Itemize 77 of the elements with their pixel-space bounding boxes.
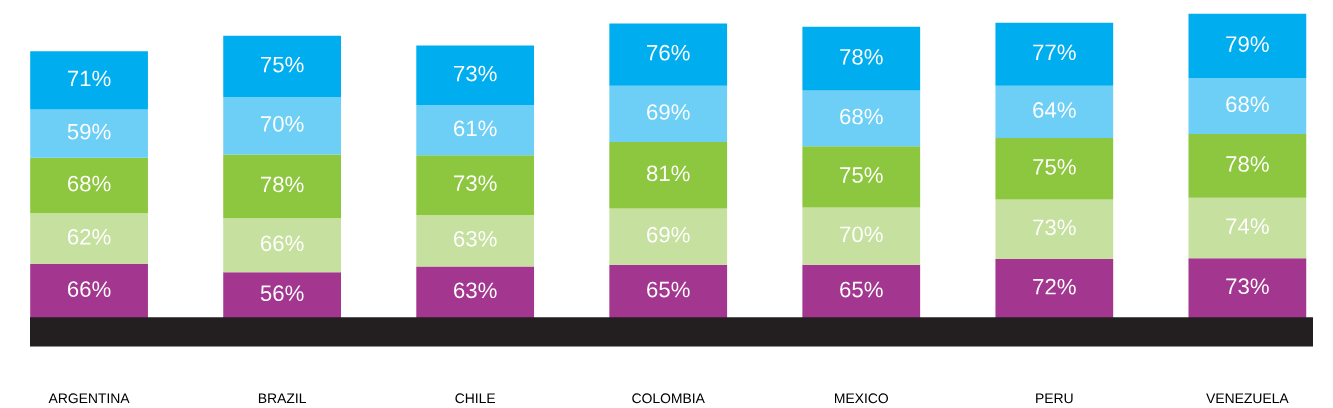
data-label: 68% bbox=[840, 108, 883, 125]
bar bbox=[30, 213, 148, 265]
bar bbox=[609, 23, 728, 86]
data-label: 76% bbox=[647, 44, 690, 61]
bar bbox=[223, 154, 341, 219]
data-label: 68% bbox=[1226, 96, 1269, 113]
data-label: 64% bbox=[1033, 102, 1076, 118]
data-label: 73% bbox=[454, 65, 497, 82]
data-label: 74% bbox=[1226, 218, 1269, 234]
data-label: 65% bbox=[840, 281, 883, 298]
data-label: 69% bbox=[647, 226, 690, 243]
bar bbox=[223, 35, 341, 98]
data-label: 78% bbox=[261, 176, 304, 193]
data-label: 79% bbox=[1226, 36, 1269, 52]
bar bbox=[416, 45, 535, 106]
data-label: 71% bbox=[67, 70, 111, 87]
data-label: 73% bbox=[1033, 219, 1076, 236]
bar bbox=[1188, 258, 1307, 318]
bar bbox=[995, 22, 1114, 86]
x-tick-label: ARGENTINA bbox=[48, 393, 130, 404]
bar bbox=[802, 90, 921, 147]
data-label: 75% bbox=[261, 56, 304, 73]
x-tick-label: PERU bbox=[1036, 393, 1073, 404]
data-label: 70% bbox=[840, 226, 883, 243]
x-tick-label: CHILE bbox=[455, 393, 496, 404]
bar bbox=[609, 85, 728, 143]
bar bbox=[1188, 13, 1307, 79]
data-label: 61% bbox=[454, 120, 497, 137]
bar bbox=[223, 272, 341, 318]
bar bbox=[223, 97, 341, 155]
data-label: 63% bbox=[454, 230, 497, 247]
data-label: 78% bbox=[1226, 156, 1269, 172]
bar bbox=[1188, 78, 1307, 134]
bar bbox=[416, 214, 535, 267]
bar bbox=[995, 259, 1114, 318]
bar bbox=[30, 109, 148, 158]
bar bbox=[416, 155, 535, 215]
data-label: 75% bbox=[1033, 159, 1076, 175]
data-label: 73% bbox=[454, 175, 497, 192]
bar bbox=[802, 146, 921, 208]
bar bbox=[995, 85, 1114, 139]
data-label: 59% bbox=[67, 123, 111, 140]
bar bbox=[416, 105, 535, 156]
data-label: 78% bbox=[840, 48, 883, 65]
data-label: 70% bbox=[261, 115, 304, 132]
data-label: 63% bbox=[454, 282, 497, 299]
data-label: 65% bbox=[647, 281, 690, 298]
bar bbox=[802, 26, 921, 91]
data-label: 62% bbox=[67, 228, 111, 245]
data-label: 73% bbox=[1226, 278, 1269, 295]
x-tick-label: COLOMBIA bbox=[632, 393, 705, 404]
x-tick-label: BRAZIL bbox=[258, 393, 306, 404]
bar bbox=[30, 157, 148, 214]
bar bbox=[1188, 133, 1307, 198]
data-label: 72% bbox=[1033, 278, 1076, 295]
bar bbox=[1188, 197, 1307, 259]
bar bbox=[609, 264, 728, 318]
data-label: 66% bbox=[261, 235, 304, 252]
bar bbox=[609, 142, 728, 209]
data-label: 77% bbox=[1033, 44, 1076, 61]
bar bbox=[416, 266, 535, 318]
bar bbox=[995, 199, 1114, 260]
data-label: 66% bbox=[67, 281, 111, 297]
bar bbox=[802, 207, 921, 265]
bar bbox=[30, 264, 148, 318]
data-label: 68% bbox=[67, 175, 111, 192]
data-label: 75% bbox=[840, 167, 883, 183]
bar bbox=[223, 218, 341, 273]
data-label: 56% bbox=[260, 285, 304, 302]
x-tick-label: VENEZUELA bbox=[1206, 393, 1289, 404]
x-tick-label: MEXICO bbox=[835, 393, 888, 404]
data-label: 81% bbox=[646, 165, 690, 182]
bar bbox=[802, 264, 921, 318]
data-label: 69% bbox=[647, 104, 690, 120]
bar bbox=[609, 208, 728, 265]
bar bbox=[30, 51, 148, 110]
bar bbox=[995, 138, 1114, 200]
